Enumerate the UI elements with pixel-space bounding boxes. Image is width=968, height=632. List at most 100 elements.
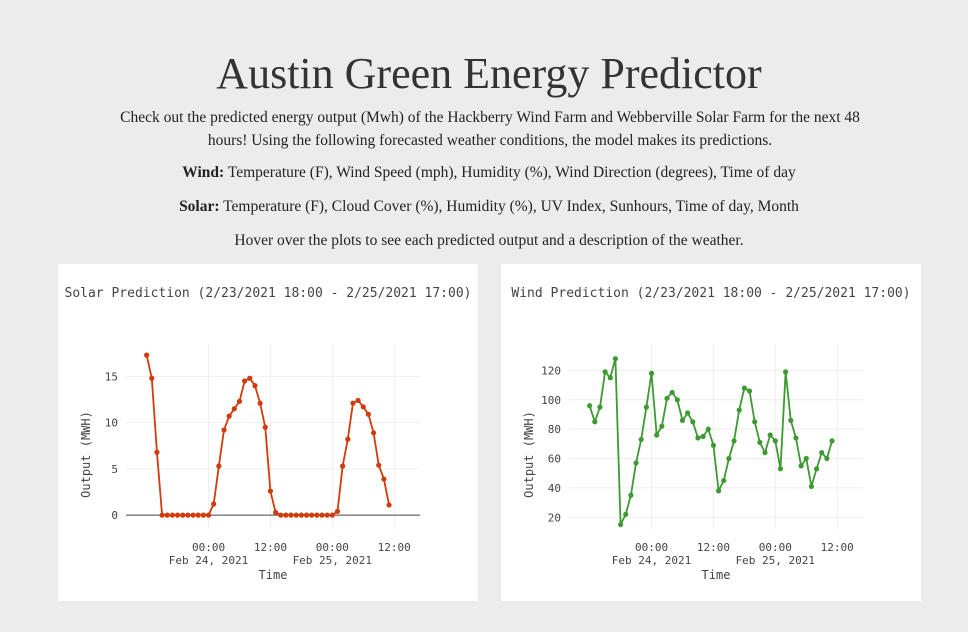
solar-data-point[interactable] xyxy=(288,512,294,518)
solar-data-point[interactable] xyxy=(205,512,212,518)
solar-data-point[interactable] xyxy=(309,512,315,518)
wind-data-point[interactable] xyxy=(793,435,799,441)
solar-data-point[interactable] xyxy=(144,352,150,358)
wind-data-point[interactable] xyxy=(664,395,670,401)
solar-data-point[interactable] xyxy=(252,383,258,389)
wind-data-point[interactable] xyxy=(829,438,835,444)
wind-data-point[interactable] xyxy=(592,419,598,425)
wind-data-point[interactable] xyxy=(597,404,603,410)
wind-data-point[interactable] xyxy=(741,385,747,391)
wind-data-point[interactable] xyxy=(685,410,691,416)
solar-data-point[interactable] xyxy=(293,512,299,518)
wind-data-point[interactable] xyxy=(721,477,727,484)
wind-data-point[interactable] xyxy=(654,432,660,438)
wind-data-point[interactable] xyxy=(772,438,778,444)
wind-data-point[interactable] xyxy=(715,488,722,494)
wind-data-point[interactable] xyxy=(824,455,830,462)
wind-data-point[interactable] xyxy=(808,483,815,490)
wind-data-point[interactable] xyxy=(648,370,655,376)
wind-chart-panel[interactable]: Wind Prediction (2/23/2021 18:00 - 2/25/… xyxy=(501,264,921,601)
wind-data-point[interactable] xyxy=(638,436,644,443)
wind-data-point[interactable] xyxy=(736,407,742,413)
solar-data-point[interactable] xyxy=(370,430,377,436)
solar-data-point[interactable] xyxy=(319,512,325,518)
solar-data-point[interactable] xyxy=(174,512,181,518)
wind-data-point[interactable] xyxy=(695,435,701,441)
solar-data-point[interactable] xyxy=(298,512,304,518)
solar-data-point[interactable] xyxy=(185,512,191,518)
wind-data-point[interactable] xyxy=(607,375,613,381)
wind-data-point[interactable] xyxy=(746,388,753,394)
solar-data-point[interactable] xyxy=(242,378,248,384)
solar-data-point[interactable] xyxy=(231,406,237,412)
solar-data-point[interactable] xyxy=(283,512,289,518)
wind-data-point[interactable] xyxy=(700,433,706,440)
wind-data-point[interactable] xyxy=(798,463,804,469)
wind-data-point[interactable] xyxy=(783,369,789,375)
solar-data-point[interactable] xyxy=(200,512,206,518)
wind-data-point[interactable] xyxy=(726,455,732,462)
wind-data-point[interactable] xyxy=(690,419,696,425)
solar-data-point[interactable] xyxy=(365,411,372,417)
solar-data-point[interactable] xyxy=(226,413,232,419)
solar-data-point[interactable] xyxy=(350,400,356,406)
solar-data-point[interactable] xyxy=(262,424,268,430)
solar-data-point[interactable] xyxy=(195,512,201,518)
solar-data-point[interactable] xyxy=(314,512,320,518)
solar-data-point[interactable] xyxy=(329,512,335,518)
wind-data-point[interactable] xyxy=(710,442,717,448)
solar-data-point[interactable] xyxy=(334,508,341,515)
solar-data-point[interactable] xyxy=(211,501,217,507)
wind-data-point[interactable] xyxy=(757,439,763,445)
wind-data-point[interactable] xyxy=(731,438,737,444)
wind-data-point[interactable] xyxy=(633,460,639,466)
wind-data-point[interactable] xyxy=(674,397,680,403)
solar-data-point[interactable] xyxy=(257,400,263,406)
solar-data-point[interactable] xyxy=(169,512,176,518)
wind-data-point[interactable] xyxy=(617,521,624,528)
solar-data-point[interactable] xyxy=(345,436,351,442)
solar-chart-panel[interactable]: Solar Prediction (2/23/2021 18:00 - 2/25… xyxy=(58,264,478,601)
wind-data-point[interactable] xyxy=(819,450,825,456)
solar-data-point[interactable] xyxy=(149,375,155,381)
wind-data-point[interactable] xyxy=(612,356,619,362)
wind-data-point[interactable] xyxy=(762,450,768,456)
wind-data-point[interactable] xyxy=(705,426,711,432)
wind-data-point[interactable] xyxy=(623,511,629,517)
wind-data-point[interactable] xyxy=(602,369,608,375)
solar-data-point[interactable] xyxy=(236,398,243,404)
wind-data-point[interactable] xyxy=(659,423,665,429)
wind-data-point[interactable] xyxy=(679,417,686,423)
solar-data-point[interactable] xyxy=(159,512,165,518)
solar-data-point[interactable] xyxy=(376,462,382,468)
solar-data-point[interactable] xyxy=(278,512,284,518)
wind-data-point[interactable] xyxy=(628,492,634,498)
solar-data-point[interactable] xyxy=(355,397,361,404)
wind-data-point[interactable] xyxy=(813,466,820,472)
wind-data-point[interactable] xyxy=(669,389,675,396)
solar-data-point[interactable] xyxy=(190,512,196,518)
solar-data-point[interactable] xyxy=(360,404,366,410)
solar-data-point[interactable] xyxy=(247,375,253,381)
wind-data-point[interactable] xyxy=(777,466,784,472)
solar-data-point[interactable] xyxy=(340,463,346,469)
wind-data-point[interactable] xyxy=(587,403,593,409)
solar-data-point[interactable] xyxy=(180,512,186,518)
wind-data-point[interactable] xyxy=(752,419,758,425)
solar-data-point[interactable] xyxy=(381,476,387,482)
solar-data-point[interactable] xyxy=(386,502,392,508)
solar-data-point[interactable] xyxy=(154,449,160,455)
wind-data-point[interactable] xyxy=(643,404,649,410)
solar-data-point[interactable] xyxy=(267,488,274,494)
solar-data-point[interactable] xyxy=(324,512,330,518)
solar-data-point[interactable] xyxy=(272,509,279,515)
solar-data-point[interactable] xyxy=(164,512,170,518)
solar-data-point[interactable] xyxy=(303,512,310,518)
wind-data-point[interactable] xyxy=(767,432,773,438)
solar-data-point[interactable] xyxy=(216,463,222,469)
wind-data-point[interactable] xyxy=(803,455,809,462)
wind-data-point[interactable] xyxy=(788,417,794,423)
solar-data-point[interactable] xyxy=(221,427,227,433)
